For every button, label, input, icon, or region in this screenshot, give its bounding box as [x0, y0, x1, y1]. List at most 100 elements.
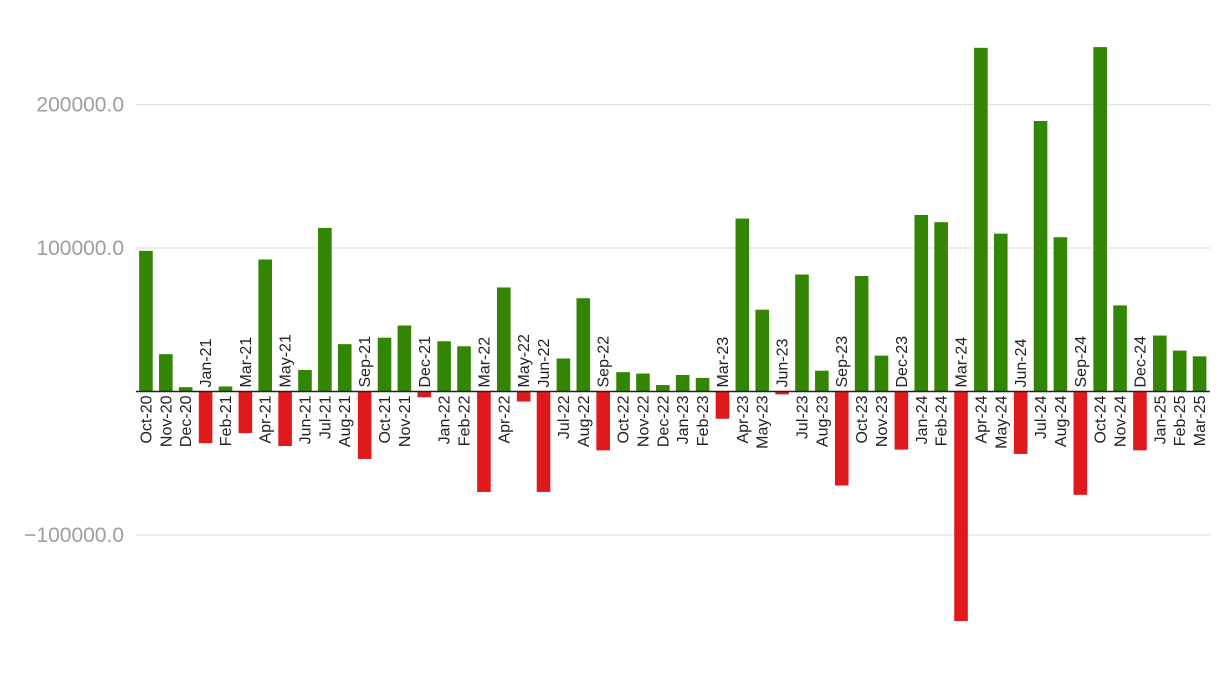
bar-Dec-23: [894, 391, 909, 450]
x-tick-label: Apr-23: [735, 395, 752, 443]
x-tick-label: Nov-22: [635, 395, 652, 447]
x-tick-label: Sep-21: [357, 336, 374, 388]
x-tick-label: Sep-22: [596, 336, 613, 388]
y-tick-label: 200000.0: [36, 94, 124, 117]
bar-Aug-21: [337, 344, 352, 392]
bar-May-21: [278, 391, 292, 447]
x-tick-label: Feb-23: [695, 395, 712, 446]
bar-Sep-22: [596, 391, 610, 451]
x-tick-label: Dec-21: [417, 336, 434, 388]
x-tick-label: Mar-25: [1192, 395, 1209, 446]
x-tick-label: Apr-22: [496, 395, 513, 443]
bar-Oct-22: [616, 372, 630, 392]
bar-Jan-22: [437, 341, 451, 392]
x-tick-label: Aug-22: [576, 395, 593, 447]
bar-Jun-24: [1013, 391, 1028, 454]
bar-Feb-24: [934, 222, 948, 392]
bar-Aug-24: [1053, 237, 1068, 392]
x-tick-label: Sep-24: [1073, 336, 1090, 388]
x-tick-label: Mar-22: [476, 337, 493, 388]
x-tick-label: Feb-21: [218, 395, 235, 446]
x-tick-label: Jun-24: [1013, 338, 1030, 387]
x-tick-label: Apr-21: [258, 395, 275, 443]
x-tick-label: Jun-23: [775, 338, 792, 387]
x-tick-label: Jan-21: [198, 338, 215, 387]
x-tick-label: Dec-23: [894, 336, 911, 388]
bar-Feb-22: [457, 346, 471, 392]
bar-Apr-22: [496, 287, 511, 392]
bar-Jun-23: [775, 391, 789, 395]
x-tick-label: Nov-20: [158, 395, 175, 447]
bar-May-23: [755, 309, 770, 392]
x-tick-label: Feb-24: [934, 395, 951, 446]
x-tick-label: May-22: [516, 334, 533, 387]
x-axis-ticks: Oct-20 Nov-20 Dec-20Jan-21Feb-21Mar-21Apr-…: [138, 334, 1209, 449]
bar-Aug-22: [576, 298, 591, 392]
bar-Jul-23: [795, 274, 809, 392]
gridlines: [136, 103, 1210, 536]
bar-Jul-24: [1033, 121, 1048, 392]
x-tick-label: Mar-21: [238, 337, 255, 388]
bar-Apr-23: [735, 218, 750, 392]
bar-Apr-24: [974, 47, 988, 392]
bar-Sep-23: [834, 391, 849, 486]
bar-Mar-25: [1192, 356, 1207, 392]
bar-Apr-21: [258, 259, 273, 392]
x-tick-label: Apr-24: [973, 395, 990, 443]
x-tick-label: Jan-23: [675, 395, 692, 444]
x-tick-label: Jul-22: [556, 395, 573, 439]
x-tick-label: Aug-24: [1053, 395, 1070, 447]
bar-Sep-21: [357, 391, 372, 459]
bar-Jan-23: [675, 374, 690, 392]
x-tick-label: Feb-22: [457, 395, 474, 446]
x-tick-label: Dec-20: [178, 395, 195, 447]
bar-Mar-21: [238, 391, 253, 434]
x-tick-label: Jun-22: [536, 338, 553, 387]
bar-Nov-21: [397, 325, 412, 392]
x-tick-label: May-21: [278, 334, 295, 387]
bar-Sep-24: [1073, 391, 1088, 495]
bar-Jun-22: [536, 391, 551, 492]
x-tick-label: Feb-25: [1172, 395, 1189, 446]
bar-Nov-22: [636, 373, 650, 392]
y-tick-label: −100000.0: [24, 524, 124, 547]
bar-Feb-25: [1172, 350, 1187, 392]
bar-Nov-24: [1113, 305, 1127, 392]
bar-Oct-20: [139, 250, 153, 392]
bar-Oct-24: [1093, 47, 1107, 392]
x-tick-label: Jan-22: [437, 395, 454, 444]
x-tick-label: Mar-23: [715, 337, 732, 388]
x-tick-label: Jul-24: [1033, 395, 1050, 439]
bar-Jan-21: [198, 391, 213, 444]
bar-Dec-21: [417, 391, 432, 398]
bar-May-22: [516, 391, 531, 402]
x-tick-label: Dec-24: [1132, 336, 1149, 388]
bar-Feb-23: [695, 377, 710, 392]
bar-Nov-23: [874, 355, 889, 392]
x-tick-label: Dec-22: [655, 395, 672, 447]
x-tick-label: Aug-21: [337, 395, 354, 447]
bar-Jan-24: [914, 214, 929, 392]
bar-Mar-22: [477, 391, 491, 492]
bar-Jul-22: [556, 358, 571, 392]
x-tick-label: Jun-21: [297, 395, 314, 444]
bar-Nov-20: [159, 354, 173, 392]
x-tick-label: Jan-24: [914, 395, 931, 444]
x-tick-label: May-23: [755, 395, 772, 448]
x-tick-label: Jan-25: [1152, 395, 1169, 444]
bar-Dec-20: [178, 387, 193, 392]
x-tick-label: Nov-23: [874, 395, 891, 447]
x-tick-label: May-24: [993, 395, 1010, 448]
x-tick-label: Nov-24: [1113, 395, 1130, 447]
bar-Jul-21: [318, 227, 332, 392]
bar-Mar-23: [715, 391, 730, 419]
y-axis-ticks: 200000.0 100000.0 −100000.0: [24, 94, 124, 548]
bar-Jun-21: [298, 369, 312, 392]
x-tick-label: Jul-21: [317, 395, 334, 439]
x-tick-label: Sep-23: [834, 336, 851, 388]
bar-Jan-25: [1153, 335, 1167, 392]
bar-May-24: [993, 233, 1008, 392]
x-tick-label: Aug-23: [814, 395, 831, 447]
